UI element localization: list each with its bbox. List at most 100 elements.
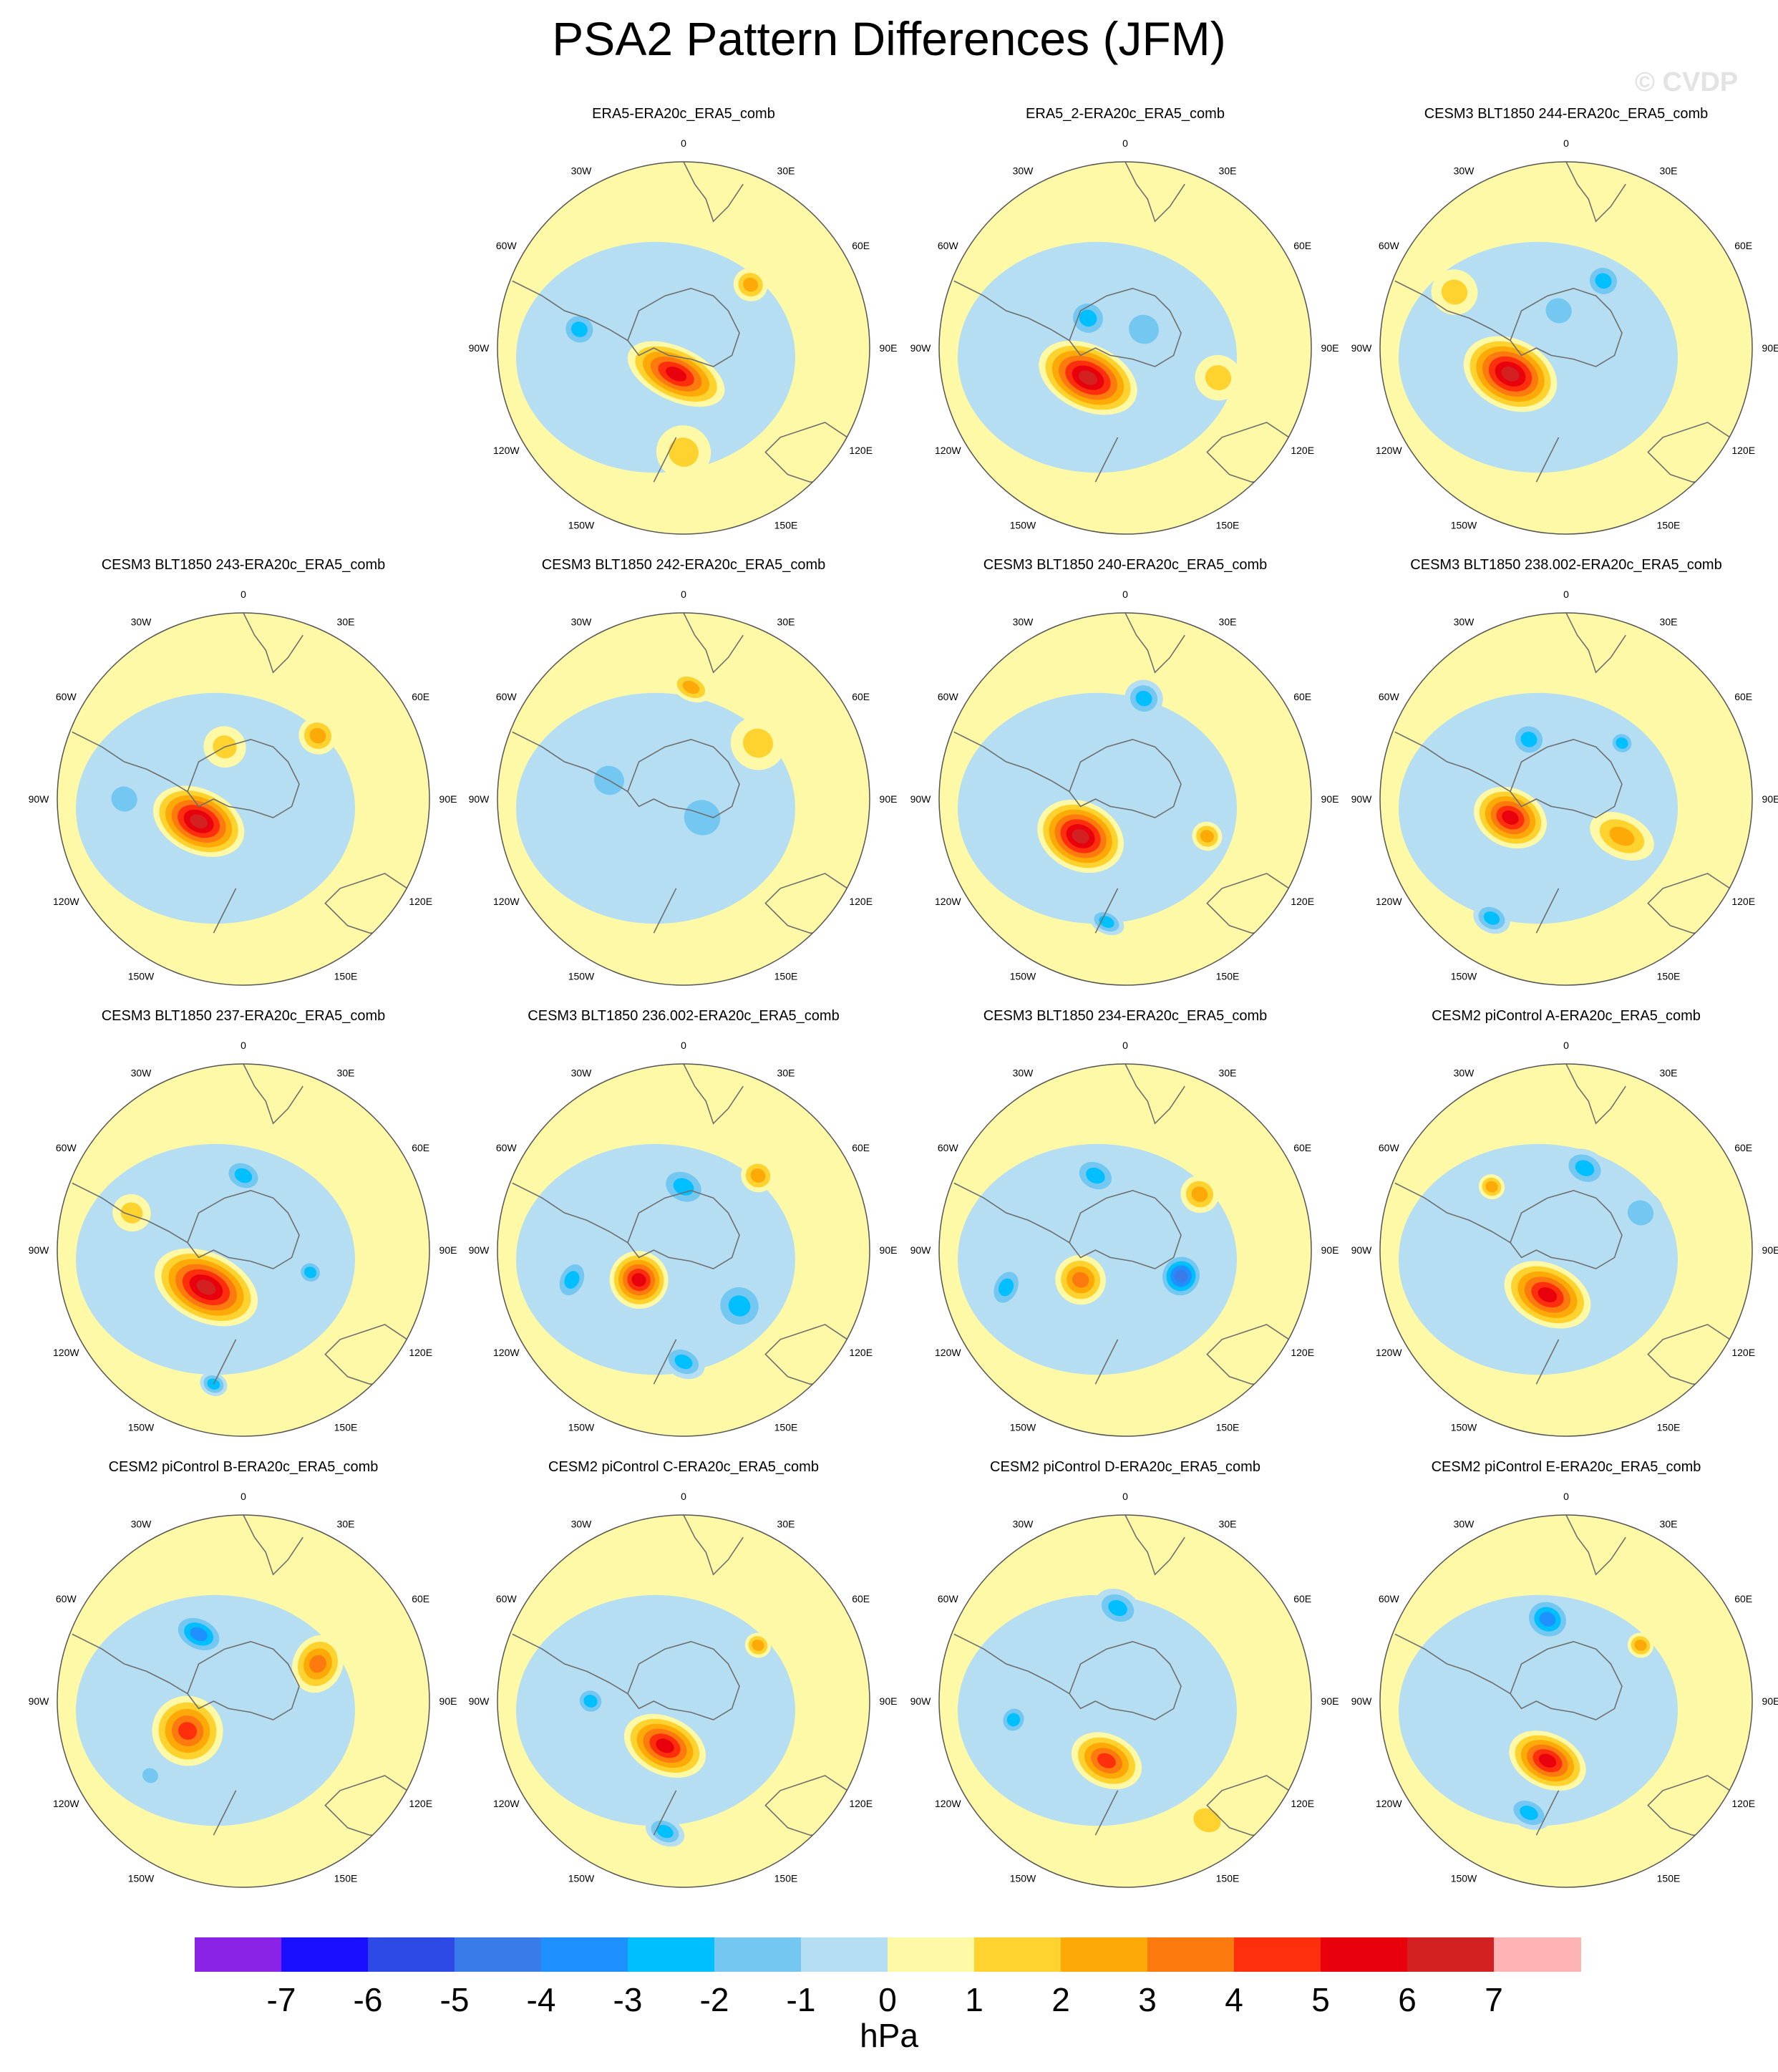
longitude-label: 30W bbox=[1454, 165, 1475, 176]
contour-fill bbox=[1200, 830, 1214, 843]
longitude-label: 60W bbox=[938, 1142, 959, 1153]
colorbar-tick-label: 7 bbox=[1485, 1981, 1503, 2018]
new-zealand-coastline bbox=[213, 1339, 237, 1385]
polar-map: 0 30E 60E 90E 120E 150E 180 150W 120W 90W 60W 30W bbox=[469, 137, 898, 548]
longitude-label: 0 bbox=[681, 1491, 686, 1502]
longitude-label: 60W bbox=[496, 691, 518, 702]
longitude-label: 0 bbox=[1563, 137, 1569, 149]
longitude-label: 90E bbox=[1321, 1695, 1339, 1707]
longitude-label: 30E bbox=[1219, 1518, 1237, 1529]
longitude-label: 60E bbox=[1734, 1593, 1752, 1604]
longitude-label: 150E bbox=[1657, 1873, 1681, 1884]
colorbar-tick-label: 5 bbox=[1311, 1981, 1330, 2018]
longitude-label: 120E bbox=[849, 1347, 873, 1358]
longitude-label: 60E bbox=[1734, 691, 1752, 702]
longitude-label: 90W bbox=[469, 1244, 490, 1256]
africa-coastline bbox=[1124, 613, 1185, 674]
map-panel: CESM3 BLT1850 234-ERA20c_ERA5_comb 0 30E 60… bbox=[910, 1007, 1340, 1451]
contour-fill bbox=[1193, 1808, 1221, 1833]
longitude-label: 60E bbox=[412, 1142, 429, 1153]
colorbar-swatch bbox=[1494, 1937, 1581, 1972]
longitude-label: 30E bbox=[777, 165, 795, 176]
longitude-label: 150E bbox=[334, 1422, 358, 1433]
longitude-label: 60W bbox=[938, 240, 959, 251]
longitude-label: 30W bbox=[571, 165, 593, 176]
figure-title: PSA2 Pattern Differences (JFM) bbox=[552, 12, 1226, 65]
map-panel: CESM3 BLT1850 244-ERA20c_ERA5_comb 0 30E 60… bbox=[1351, 105, 1778, 548]
longitude-label: 30W bbox=[1454, 616, 1475, 627]
longitude-label: 150W bbox=[1451, 1873, 1477, 1884]
map-border bbox=[497, 1063, 870, 1437]
south-america-coastline bbox=[953, 280, 1070, 342]
longitude-label: 180 bbox=[235, 998, 252, 999]
contour-fill bbox=[120, 1202, 143, 1224]
longitude-label: 90E bbox=[1321, 1244, 1339, 1256]
panel-title: CESM2 piControl E-ERA20c_ERA5_comb bbox=[1431, 1459, 1701, 1475]
contour-fill bbox=[111, 786, 137, 812]
map-panel: CESM3 BLT1850 242-ERA20c_ERA5_comb 0 30E 60… bbox=[469, 556, 898, 999]
longitude-label: 30E bbox=[1219, 1067, 1237, 1078]
longitude-label: 90E bbox=[880, 342, 898, 354]
negative-region bbox=[1399, 1143, 1678, 1375]
longitude-label: 120E bbox=[1291, 1347, 1314, 1358]
longitude-label: 120W bbox=[1376, 445, 1402, 456]
longitude-label: 150W bbox=[568, 1873, 595, 1884]
longitude-label: 120E bbox=[409, 1347, 432, 1358]
africa-coastline bbox=[1565, 1064, 1626, 1125]
south-america-coastline bbox=[953, 731, 1070, 793]
africa-coastline bbox=[243, 613, 303, 674]
longitude-label: 150E bbox=[1216, 971, 1240, 982]
longitude-label: 90E bbox=[439, 1695, 457, 1707]
longitude-label: 90E bbox=[1762, 1244, 1778, 1256]
longitude-label: 90E bbox=[880, 1695, 898, 1707]
new-zealand-coastline bbox=[653, 888, 677, 934]
contour-fill bbox=[1174, 1269, 1188, 1283]
contour-fill bbox=[1108, 1599, 1127, 1617]
longitude-label: 180 bbox=[1558, 1449, 1575, 1451]
africa-coastline bbox=[683, 1064, 744, 1125]
new-zealand-coastline bbox=[213, 888, 237, 934]
antarctica-coastline bbox=[187, 738, 300, 818]
map-panel: CESM2 piControl C-ERA20c_ERA5_comb 0 30E 60… bbox=[469, 1458, 898, 1902]
colorbar-swatch bbox=[368, 1937, 455, 1972]
new-zealand-coastline bbox=[1094, 1339, 1119, 1385]
africa-coastline bbox=[243, 1064, 303, 1125]
longitude-label: 150W bbox=[568, 1422, 595, 1433]
colorbar-tick-label: 2 bbox=[1051, 1981, 1070, 2018]
contour-fill bbox=[1520, 731, 1537, 747]
contour-fill bbox=[564, 1271, 580, 1289]
new-zealand-coastline bbox=[213, 1790, 237, 1836]
panel-title: CESM3 BLT1850 244-ERA20c_ERA5_comb bbox=[1424, 106, 1709, 122]
longitude-label: 0 bbox=[241, 1491, 246, 1502]
colorbar-tick-label: -1 bbox=[786, 1981, 816, 2018]
longitude-label: 120E bbox=[849, 1798, 873, 1809]
longitude-label: 60E bbox=[412, 691, 429, 702]
longitude-label: 0 bbox=[1563, 589, 1569, 600]
colorbar-swatch bbox=[1061, 1937, 1148, 1972]
contour-fill bbox=[669, 437, 699, 467]
polar-map: 0 30E 60E 90E 120E 150E 180 150W 120W 90W 60W 30W bbox=[29, 589, 457, 999]
africa-coastline bbox=[1124, 1064, 1185, 1125]
negative-region bbox=[958, 1594, 1237, 1826]
map-border bbox=[938, 1063, 1312, 1437]
longitude-label: 0 bbox=[241, 1040, 246, 1051]
longitude-label: 150W bbox=[568, 971, 595, 982]
contour-fill bbox=[1539, 1612, 1556, 1627]
longitude-label: 0 bbox=[1122, 1040, 1128, 1051]
negative-region bbox=[958, 1143, 1237, 1375]
panel-title: CESM3 BLT1850 238.002-ERA20c_ERA5_comb bbox=[1410, 557, 1722, 573]
contour-fill bbox=[1485, 1181, 1498, 1193]
colorbar-swatch bbox=[541, 1937, 628, 1972]
longitude-label: 0 bbox=[1563, 1491, 1569, 1502]
colorbar-swatch bbox=[1234, 1937, 1321, 1972]
map-border bbox=[497, 612, 870, 986]
contour-fill bbox=[1501, 367, 1520, 382]
longitude-label: 0 bbox=[681, 589, 686, 600]
antarctica-coastline bbox=[1510, 1640, 1623, 1720]
longitude-label: 60W bbox=[496, 1593, 518, 1604]
contour-fill bbox=[1616, 737, 1628, 749]
map-border bbox=[938, 1514, 1312, 1888]
longitude-label: 30W bbox=[1454, 1067, 1475, 1078]
longitude-label: 150E bbox=[774, 971, 798, 982]
contour-fill bbox=[1129, 314, 1159, 344]
